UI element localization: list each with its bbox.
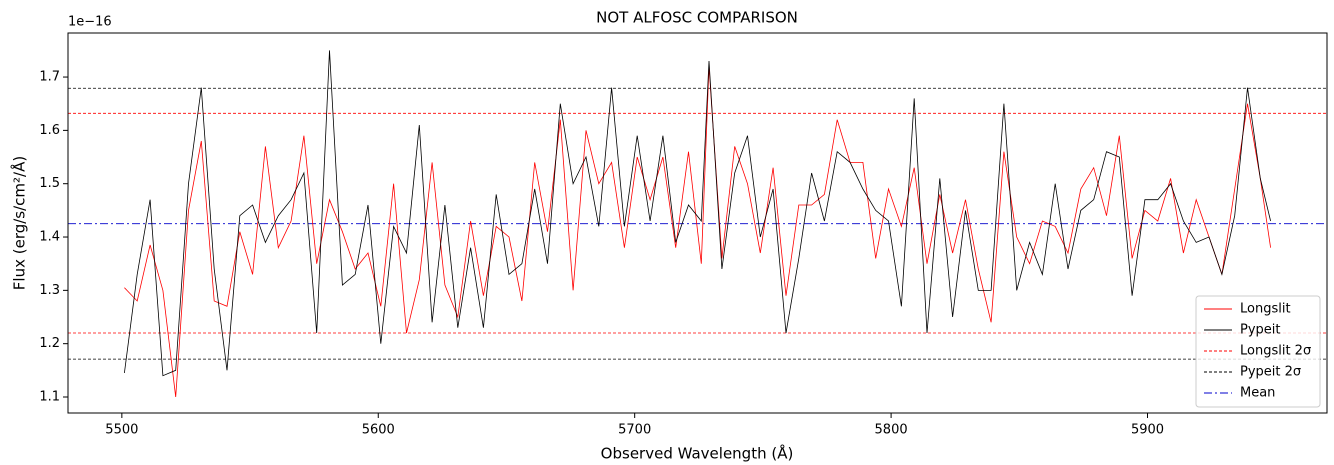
- x-tick-label: 5600: [362, 423, 395, 438]
- y-tick-label: 1.4: [39, 230, 60, 245]
- data-line: [124, 66, 1271, 398]
- legend-label: Pypeit 2σ: [1240, 365, 1301, 380]
- y-tick-label: 1.6: [39, 123, 60, 138]
- offset-label: 1e−16: [68, 15, 112, 30]
- x-tick-label: 5900: [1131, 423, 1164, 438]
- x-tick-label: 5700: [618, 423, 651, 438]
- y-tick-label: 1.7: [39, 70, 60, 85]
- legend-label: Longslit: [1240, 302, 1291, 317]
- y-tick-label: 1.1: [39, 390, 60, 405]
- legend-label: Mean: [1240, 386, 1275, 401]
- y-tick-label: 1.3: [39, 283, 60, 298]
- x-tick-label: 5800: [875, 423, 908, 438]
- y-tick-label: 1.5: [39, 176, 60, 191]
- plot-frame: [67, 32, 1328, 414]
- legend-box: [1195, 295, 1321, 408]
- legend-label: Pypeit: [1240, 323, 1281, 338]
- y-axis-label: Flux (erg/s/cm²/Å): [10, 156, 29, 290]
- chart-title: NOT ALFOSC COMPARISON: [596, 9, 798, 27]
- x-tick-label: 5500: [105, 423, 138, 438]
- legend-label: Longslit 2σ: [1240, 344, 1311, 359]
- y-tick-label: 1.2: [39, 336, 60, 351]
- data-line: [124, 50, 1271, 377]
- x-axis-label: Observed Wavelength (Å): [601, 444, 794, 463]
